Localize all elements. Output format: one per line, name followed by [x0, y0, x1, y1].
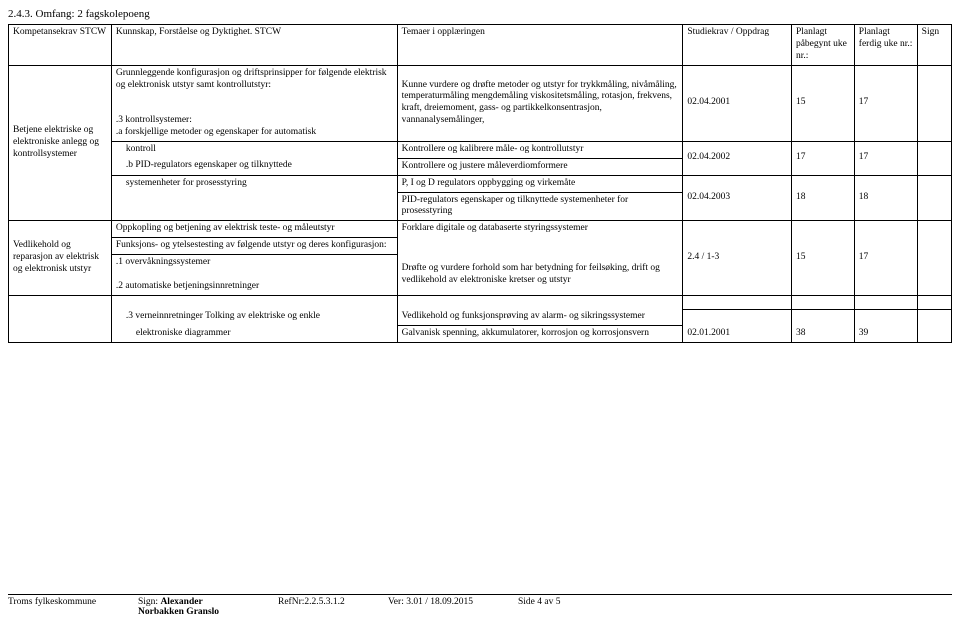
cell-start-1: 15: [791, 65, 854, 141]
empty-cell: [791, 295, 854, 309]
hdr-ferdig: Planlagt ferdig uke nr.:: [854, 25, 917, 66]
cell-kompetanse-1: Betjene elektriske og elektroniske anleg…: [9, 65, 112, 221]
cell-end-4: 17: [854, 221, 917, 295]
cell-end-2: 17: [854, 141, 917, 175]
cell-studiekrav-5: 02.01.2001: [683, 309, 792, 342]
empty-cell: [111, 295, 397, 309]
cell-studiekrav-4: 2.4 / 1-3: [683, 221, 792, 295]
table-row: [9, 295, 952, 309]
cell-start-3: 18: [791, 175, 854, 221]
cell-end-1: 17: [854, 65, 917, 141]
footer-ref-val: 2.2.5.3.1.2: [304, 597, 344, 607]
table-row: Vedlikehold og reparasjon av elektrisk o…: [9, 221, 952, 238]
hdr-kompetanse: Kompetansekrav STCW: [9, 25, 112, 66]
hdr-kunnskap: Kunnskap, Forståelse og Dyktighet. STCW: [111, 25, 397, 66]
cell-kunnskap-1: Grunnleggende konfigurasjon og driftspri…: [111, 65, 397, 141]
cell-kunnskap-5a: .3 verneinnretninger Tolking av elektris…: [111, 309, 397, 325]
hdr-temaer: Temaer i opplæringen: [397, 25, 683, 66]
cell-studiekrav-2: 02.04.2002: [683, 141, 792, 175]
cell-tema-4b: [397, 238, 683, 255]
footer-side: Side 4 av 5: [518, 597, 584, 607]
footer-ref: RefNr:2.2.5.3.1.2: [278, 597, 388, 607]
cell-start-4: 15: [791, 221, 854, 295]
empty-cell: [9, 309, 112, 325]
footer-sign-name2: Norbakken Granslo: [138, 607, 219, 617]
cell-start-2: 17: [791, 141, 854, 175]
cell-kunnskap-4c: .1 overvåkningssystemer .2 automatiske b…: [111, 255, 397, 296]
table-row: kontroll Kontrollere og kalibrere måle- …: [9, 141, 952, 158]
cell-kompetanse-4: Vedlikehold og reparasjon av elektrisk o…: [9, 221, 112, 295]
cell-studiekrav-3: 02.04.2003: [683, 175, 792, 221]
cell-kunnskap-5b: elektroniske diagrammer: [111, 326, 397, 343]
footer-sign: Sign: Alexander: [138, 597, 278, 607]
footer-ver-val: 3.01 / 18.09.2015: [406, 597, 473, 607]
table-header-row: Kompetansekrav STCW Kunnskap, Forståelse…: [9, 25, 952, 66]
cell-tema-1: Kunne vurdere og drøfte metoder og utsty…: [397, 65, 683, 141]
cell-tema-4a: Forklare digitale og databaserte styring…: [397, 221, 683, 238]
cell-tema-4c: Drøfte og vurdere forhold som har betydn…: [397, 255, 683, 296]
footer-ver: Ver: 3.01 / 18.09.2015: [388, 597, 518, 607]
cell-start-5: 38: [791, 309, 854, 342]
cell-sign-4: [917, 221, 951, 295]
cell-sign-2: [917, 141, 951, 175]
page-footer: Troms fylkeskommune Sign: Alexander RefN…: [8, 594, 952, 617]
footer-sign-label: Sign:: [138, 597, 158, 607]
hdr-sign: Sign: [917, 25, 951, 66]
cell-studiekrav-1: 02.04.2001: [683, 65, 792, 141]
empty-cell: [397, 295, 683, 309]
cell-kunnskap-2b: .b PID-regulators egenskaper og tilknytt…: [111, 158, 397, 175]
empty-cell: [854, 295, 917, 309]
empty-cell: [9, 326, 112, 343]
hdr-studiekrav: Studiekrav / Oppdrag: [683, 25, 792, 66]
curriculum-table: Kompetansekrav STCW Kunnskap, Forståelse…: [8, 24, 952, 343]
cell-tema-5a: Vedlikehold og funksjonsprøving av alarm…: [397, 309, 683, 325]
footer-sign-name: Alexander: [160, 597, 202, 607]
table-row: Betjene elektriske og elektroniske anleg…: [9, 65, 952, 141]
cell-tema-5b: Galvanisk spenning, akkumulatorer, korro…: [397, 326, 683, 343]
empty-cell: [9, 295, 112, 309]
cell-kunnskap-4b: Funksjons- og ytelsestesting av følgende…: [111, 238, 397, 255]
cell-kunnskap-3b: [111, 192, 397, 221]
hdr-pabegynt: Planlagt påbegynt uke nr.:: [791, 25, 854, 66]
cell-kunnskap-3a: systemenheter for prosesstyring: [111, 175, 397, 192]
empty-cell: [917, 295, 951, 309]
cell-sign-1: [917, 65, 951, 141]
cell-sign-3: [917, 175, 951, 221]
footer-org: Troms fylkeskommune: [8, 597, 138, 607]
cell-tema-2b: Kontrollere og justere måleverdiomformer…: [397, 158, 683, 175]
cell-kunnskap-4a: Oppkopling og betjening av elektrisk tes…: [111, 221, 397, 238]
cell-tema-3b: PID-regulators egenskaper og tilknyttede…: [397, 192, 683, 221]
cell-end-3: 18: [854, 175, 917, 221]
cell-end-5: 39: [854, 309, 917, 342]
cell-kunnskap-2a: kontroll: [111, 141, 397, 158]
table-row: systemenheter for prosesstyring P, I og …: [9, 175, 952, 192]
cell-tema-3a: P, I og D regulators oppbygging og virke…: [397, 175, 683, 192]
footer-ver-label: Ver:: [388, 597, 404, 607]
empty-cell: [683, 295, 792, 309]
footer-ref-label: RefNr:: [278, 597, 304, 607]
cell-tema-2a: Kontrollere og kalibrere måle- og kontro…: [397, 141, 683, 158]
table-row: .3 verneinnretninger Tolking av elektris…: [9, 309, 952, 325]
cell-sign-5: [917, 309, 951, 342]
page-title: 2.4.3. Omfang: 2 fagskolepoeng: [8, 8, 952, 20]
